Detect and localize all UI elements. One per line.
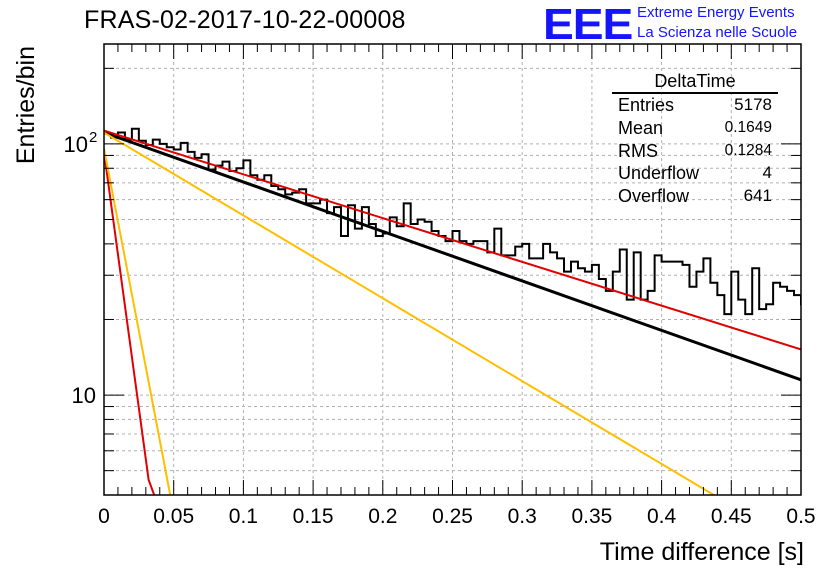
y-axis-label: Entries/bin bbox=[12, 46, 40, 164]
stats-value: 0.1649 bbox=[724, 118, 772, 136]
stats-label: Mean bbox=[618, 117, 664, 138]
y-tick-label-exponent: 2 bbox=[89, 129, 97, 146]
stats-value: 0.1284 bbox=[724, 141, 772, 159]
x-tick-label: 0.15 bbox=[293, 505, 334, 528]
grid-lines bbox=[104, 44, 801, 495]
eee-logo: EEE bbox=[543, 0, 633, 49]
x-tick-label: 0.2 bbox=[368, 505, 397, 528]
stats-row: Entries 5178 bbox=[612, 94, 778, 117]
plot-title: FRAS-02-2017-10-22-00008 bbox=[84, 6, 406, 34]
x-tick-label: 0.3 bbox=[508, 505, 537, 528]
histogram-steps bbox=[104, 127, 801, 316]
fit-curve bbox=[104, 131, 715, 495]
x-tick-label: 0.5 bbox=[786, 505, 815, 528]
x-tick-label: 0 bbox=[98, 505, 110, 528]
fit-curve bbox=[104, 131, 801, 382]
x-tick-label: 0.25 bbox=[432, 505, 473, 528]
stats-value: 4 bbox=[762, 163, 772, 183]
y-tick-label: 10 bbox=[64, 132, 88, 157]
x-tick-label: 0.35 bbox=[571, 505, 612, 528]
y-tick-label: 10 bbox=[72, 383, 96, 408]
fit-curve bbox=[104, 151, 156, 495]
x-tick-label: 0.05 bbox=[153, 505, 194, 528]
x-tick-label: 0.1 bbox=[229, 505, 258, 528]
stats-box: DeltaTime Entries 5178 Mean 0.1649 RMS 0… bbox=[612, 70, 778, 208]
stats-row: Overflow 641 bbox=[612, 185, 778, 208]
stats-row: Underflow 4 bbox=[612, 162, 778, 185]
logo-caption: Extreme Energy Events La Scienza nelle S… bbox=[637, 3, 797, 43]
data-layer bbox=[104, 127, 801, 495]
fit-curve bbox=[104, 129, 801, 351]
logo-line-1: Extreme Energy Events bbox=[637, 4, 795, 21]
stats-value: 5178 bbox=[734, 95, 772, 114]
fit-curve bbox=[104, 148, 172, 495]
stats-label: Overflow bbox=[618, 186, 690, 207]
stats-row: RMS 0.1284 bbox=[612, 140, 778, 163]
stats-label: RMS bbox=[618, 140, 658, 161]
logo-line-2: La Scienza nelle Scuole bbox=[637, 24, 798, 41]
stats-title: DeltaTime bbox=[612, 70, 778, 94]
x-tick-label: 0.4 bbox=[647, 505, 677, 528]
stats-label: Underflow bbox=[618, 163, 700, 184]
axes: 0 0.05 0.1 0.15 0.2 0.25 0.3 0.35 0.4 0.45 0.5 10 10… bbox=[64, 44, 816, 528]
x-tick-label: 0.45 bbox=[711, 505, 752, 528]
stats-label: Entries bbox=[618, 95, 675, 115]
stats-value: 641 bbox=[743, 186, 772, 206]
x-axis-label: Time difference [s] bbox=[600, 538, 804, 566]
stats-row: Mean 0.1649 bbox=[612, 117, 778, 140]
